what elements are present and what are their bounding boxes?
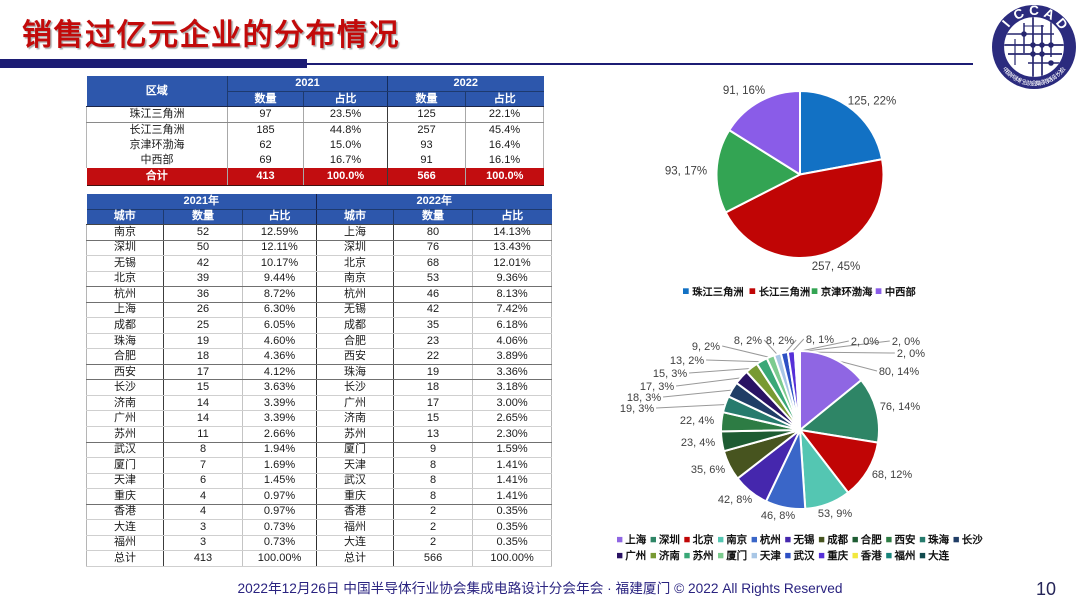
- svg-text:京津环渤海: 京津环渤海: [821, 285, 873, 298]
- svg-text:计: 计: [1052, 71, 1062, 81]
- svg-text:国: 国: [1003, 69, 1012, 78]
- svg-text:125, 22%: 125, 22%: [848, 96, 897, 108]
- svg-text:福州: 福州: [894, 549, 916, 562]
- svg-text:长沙: 长沙: [962, 533, 983, 546]
- svg-text:珠海: 珠海: [928, 533, 949, 546]
- svg-text:中: 中: [1001, 65, 1011, 75]
- svg-text:集: 集: [1035, 79, 1042, 88]
- svg-text:46, 8%: 46, 8%: [761, 510, 795, 522]
- svg-text:无锡: 无锡: [793, 533, 815, 546]
- svg-text:42, 8%: 42, 8%: [718, 494, 752, 506]
- svg-text:天津: 天津: [760, 549, 781, 562]
- svg-text:9, 2%: 9, 2%: [692, 341, 720, 353]
- svg-text:成: 成: [1038, 78, 1046, 87]
- svg-text:长江三角洲: 长江三角洲: [759, 285, 810, 298]
- svg-text:22, 4%: 22, 4%: [680, 415, 714, 427]
- svg-text:上海: 上海: [625, 533, 646, 546]
- svg-text:济南: 济南: [659, 549, 680, 562]
- svg-text:76, 14%: 76, 14%: [880, 401, 921, 413]
- svg-text:8, 2%: 8, 2%: [766, 335, 794, 347]
- svg-text:2, 0%: 2, 0%: [892, 336, 920, 348]
- svg-text:合肥: 合肥: [860, 533, 882, 546]
- svg-text:会: 会: [1057, 65, 1067, 75]
- svg-text:设: 设: [1049, 73, 1058, 83]
- svg-text:广州: 广州: [625, 549, 646, 562]
- svg-text:会: 会: [1031, 80, 1037, 88]
- svg-text:17, 3%: 17, 3%: [640, 381, 674, 393]
- svg-text:武汉: 武汉: [794, 549, 815, 562]
- svg-text:路: 路: [1045, 75, 1054, 85]
- svg-text:珠江三角洲: 珠江三角洲: [692, 285, 743, 298]
- svg-text:35, 6%: 35, 6%: [691, 464, 725, 476]
- svg-text:杭州: 杭州: [760, 533, 781, 546]
- svg-text:C: C: [1029, 3, 1039, 18]
- svg-text:北京: 北京: [693, 533, 714, 546]
- svg-text:2, 0%: 2, 0%: [851, 336, 879, 348]
- svg-text:苏州: 苏州: [693, 549, 714, 562]
- svg-text:中西部: 中西部: [885, 285, 917, 298]
- svg-text:53, 9%: 53, 9%: [818, 508, 852, 520]
- svg-text:电: 电: [1042, 77, 1050, 87]
- svg-text:重庆: 重庆: [827, 549, 848, 562]
- svg-text:257, 45%: 257, 45%: [812, 261, 861, 273]
- svg-text:18, 3%: 18, 3%: [627, 392, 661, 404]
- svg-text:成都: 成都: [827, 533, 848, 546]
- svg-text:体: 体: [1014, 75, 1023, 85]
- svg-text:23, 4%: 23, 4%: [681, 437, 715, 449]
- svg-text:13, 2%: 13, 2%: [670, 355, 704, 367]
- svg-text:15, 3%: 15, 3%: [653, 368, 687, 380]
- svg-text:深圳: 深圳: [659, 533, 680, 546]
- svg-text:行: 行: [1018, 77, 1026, 87]
- svg-text:80, 14%: 80, 14%: [879, 366, 920, 378]
- svg-text:68, 12%: 68, 12%: [872, 469, 913, 481]
- svg-text:2, 0%: 2, 0%: [897, 348, 925, 360]
- svg-text:大连: 大连: [928, 549, 949, 562]
- svg-text:19, 3%: 19, 3%: [620, 403, 654, 415]
- svg-text:香港: 香港: [860, 549, 882, 562]
- svg-text:分: 分: [1055, 68, 1065, 78]
- svg-text:协: 协: [1026, 79, 1033, 88]
- svg-text:8, 1%: 8, 1%: [806, 334, 834, 346]
- svg-text:半: 半: [1007, 71, 1017, 81]
- svg-text:西安: 西安: [895, 533, 916, 546]
- svg-text:业: 业: [1022, 78, 1030, 87]
- svg-text:导: 导: [1010, 74, 1019, 83]
- svg-text:93, 17%: 93, 17%: [665, 166, 707, 178]
- svg-text:91, 16%: 91, 16%: [723, 85, 765, 97]
- svg-text:南京: 南京: [726, 533, 747, 546]
- svg-text:厦门: 厦门: [726, 549, 747, 562]
- svg-text:8, 2%: 8, 2%: [734, 335, 762, 347]
